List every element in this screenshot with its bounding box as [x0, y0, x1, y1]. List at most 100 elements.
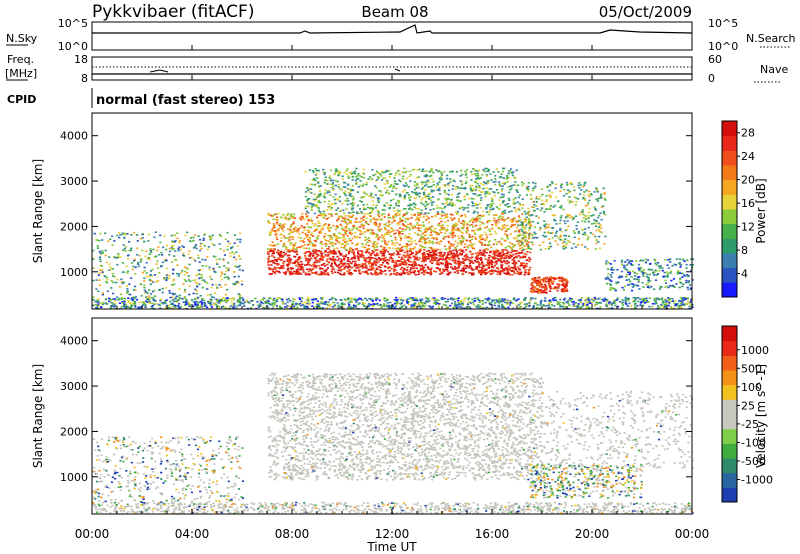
rti-cell — [654, 262, 657, 265]
rti-cell — [446, 261, 449, 263]
rti-cell — [407, 273, 410, 276]
rti-cell — [524, 220, 527, 223]
rti-cell — [436, 204, 439, 207]
rti-cell — [273, 230, 276, 232]
rti-cell — [427, 186, 430, 188]
rti-cell — [462, 267, 465, 270]
beam-title: Beam 08 — [361, 3, 428, 21]
rti-cell — [429, 255, 432, 258]
rti-cell — [572, 185, 576, 188]
rti-cell — [409, 203, 412, 206]
rti-cell — [325, 255, 328, 257]
rti-cell — [634, 275, 637, 277]
rti-cell — [543, 279, 547, 282]
rti-cell — [396, 203, 399, 205]
rti-cell — [457, 187, 460, 189]
rti-cell — [593, 206, 596, 208]
rti-cell — [283, 254, 286, 256]
rti-cell — [279, 267, 282, 270]
rti-cell — [404, 213, 407, 216]
rti-cell — [603, 213, 607, 216]
rti-cell — [334, 263, 337, 266]
rti-cell — [519, 251, 522, 254]
rti-cell — [381, 170, 384, 173]
rti-cell — [168, 247, 171, 250]
rti-cell — [297, 236, 300, 238]
rti-cell — [286, 214, 289, 216]
rti-cell — [147, 275, 151, 278]
rti-cell — [498, 272, 502, 274]
rti-cell — [317, 273, 320, 276]
rti-cell — [559, 280, 562, 282]
rti-cell — [113, 276, 116, 278]
rti-cell — [317, 199, 321, 202]
rti-cell — [355, 237, 358, 239]
rti-cell — [342, 229, 345, 231]
rti-cell — [529, 198, 533, 200]
rti-cell — [397, 201, 401, 204]
rti-cell — [394, 215, 397, 218]
rti-cell — [475, 261, 478, 263]
rti-cell — [556, 277, 559, 279]
rti-cell — [503, 220, 506, 222]
rti-cell — [459, 175, 462, 177]
rti-cell — [430, 231, 433, 234]
rti-cell — [472, 217, 475, 220]
rti-cell — [316, 194, 319, 197]
rti-cell — [98, 239, 101, 242]
rti-cell — [545, 186, 549, 189]
rti-cell — [597, 241, 600, 243]
rti-cell — [561, 276, 564, 279]
rti-cell — [342, 273, 345, 276]
rti-cell — [427, 268, 431, 271]
rti-cell — [521, 243, 524, 246]
rti-cell — [503, 209, 506, 212]
rti-cell — [422, 203, 425, 206]
rti-cell — [457, 267, 460, 269]
rti-cell — [204, 259, 207, 261]
rti-cell — [392, 261, 395, 263]
rti-cell — [396, 251, 399, 253]
rti-cell — [478, 264, 481, 266]
rti-cell — [402, 224, 405, 226]
rti-cell — [261, 302, 265, 305]
rti-cell — [153, 295, 157, 297]
rti-cell — [315, 271, 318, 273]
rti-cell — [476, 211, 479, 214]
rti-cell — [528, 235, 531, 237]
rti-cell — [377, 199, 380, 201]
rti-cell — [393, 244, 397, 247]
rti-cell — [112, 256, 116, 258]
rti-cell — [307, 220, 310, 222]
rti-cell — [637, 263, 641, 266]
rti-cell — [405, 184, 408, 187]
rti-cell — [439, 217, 442, 220]
rti-cell — [445, 213, 448, 215]
rti-cell — [172, 241, 175, 243]
rti-cell — [334, 271, 337, 274]
rti-cell — [461, 173, 464, 176]
rti-cell — [616, 305, 619, 308]
rti-cell — [330, 215, 333, 217]
rti-cell — [315, 169, 318, 172]
rti-cell — [167, 277, 171, 280]
rti-cell — [100, 265, 103, 267]
rti-cell — [132, 265, 135, 268]
rti-cell — [465, 230, 468, 232]
rti-cell — [478, 186, 481, 188]
rti-cell — [484, 264, 488, 266]
rti-cell — [305, 236, 309, 239]
rti-cell — [226, 298, 229, 301]
rti-cell — [383, 213, 386, 215]
rti-cell — [376, 258, 379, 261]
rti-cell — [134, 289, 137, 291]
rti-cell — [579, 184, 582, 186]
rti-cell — [565, 285, 568, 287]
rti-cell — [468, 272, 471, 274]
rti-cell — [435, 238, 439, 241]
rti-cell — [572, 217, 575, 219]
rti-cell — [301, 263, 304, 266]
rti-cell — [164, 260, 167, 262]
rti-cell — [406, 243, 409, 245]
rti-cell — [421, 254, 425, 257]
